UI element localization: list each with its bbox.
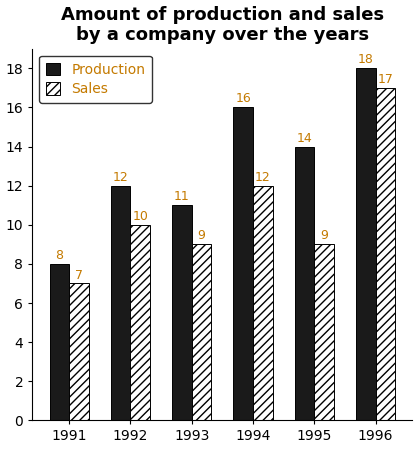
Bar [253,185,273,420]
Bar [192,244,212,420]
Bar [356,68,375,420]
Text: 12: 12 [255,171,271,184]
Bar [314,244,334,420]
Text: 11: 11 [174,190,190,203]
Text: 17: 17 [377,73,393,86]
Text: 7: 7 [75,269,83,282]
Bar [50,264,69,420]
Text: 14: 14 [297,132,312,145]
Bar [295,146,314,420]
Title: Amount of production and sales
by a company over the years: Amount of production and sales by a comp… [61,5,384,44]
Bar [69,283,89,420]
Bar [172,205,192,420]
Text: 9: 9 [320,229,328,242]
Bar [111,185,130,420]
Legend: Production, Sales: Production, Sales [39,56,152,103]
Bar [130,225,150,420]
Text: 18: 18 [358,53,374,66]
Text: 8: 8 [56,249,64,262]
Bar [233,107,253,420]
Bar [375,88,395,420]
Text: 10: 10 [133,210,148,223]
Text: 12: 12 [113,171,129,184]
Text: 9: 9 [198,229,206,242]
Text: 16: 16 [235,92,251,106]
